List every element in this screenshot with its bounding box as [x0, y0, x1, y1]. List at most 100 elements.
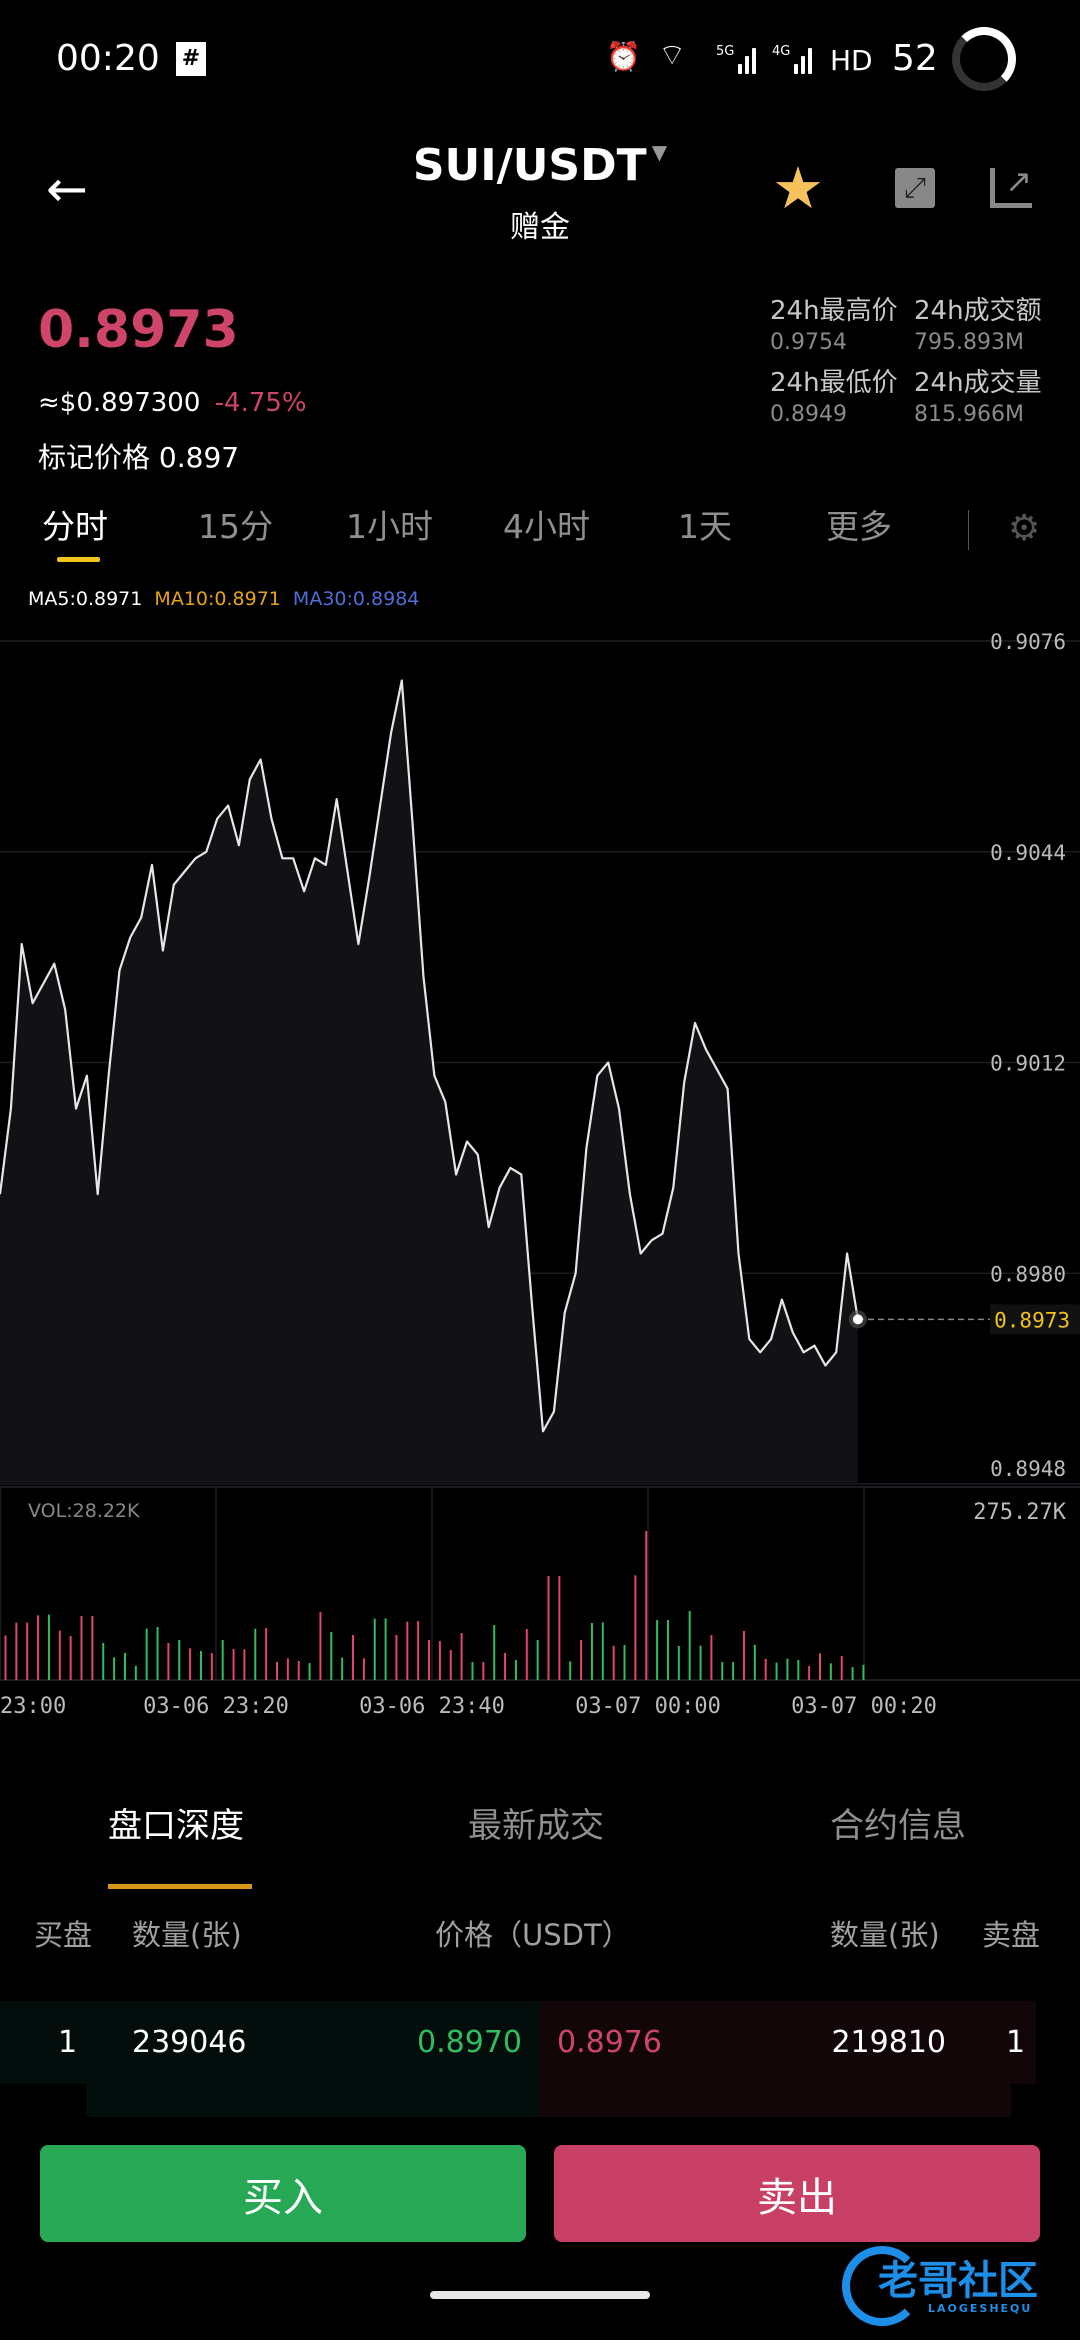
- watermark-logo: 老哥社区 LAOGESHEQU: [842, 2240, 1072, 2330]
- volume-bar: [232, 1648, 235, 1680]
- volume-bar: [764, 1658, 767, 1680]
- tab-1h[interactable]: 1小时: [346, 507, 433, 546]
- volume-bar: [580, 1639, 583, 1680]
- volume-bar: [330, 1631, 333, 1680]
- y-tick-label: 0.8948: [990, 1457, 1066, 1481]
- volume-bar: [362, 1658, 365, 1680]
- home-indicator[interactable]: [430, 2291, 650, 2299]
- status-time: 00:20: [56, 38, 160, 79]
- price-change: -4.75%: [214, 388, 307, 418]
- volume-bar: [47, 1614, 50, 1680]
- pair-subtitle: 赠金: [510, 210, 570, 245]
- tab-more[interactable]: 更多: [826, 507, 892, 546]
- star-icon[interactable]: ★: [772, 154, 824, 222]
- header-price: 价格（USDT）: [435, 1918, 631, 1952]
- volume-bar: [677, 1646, 680, 1680]
- amount-label: 24h成交额: [914, 296, 1042, 326]
- volume-bar: [493, 1625, 496, 1680]
- x-tick-label: 03-06 23:40: [359, 1694, 505, 1719]
- high-value: 0.9754: [770, 330, 847, 355]
- volume-bar: [514, 1660, 517, 1680]
- back-arrow-icon[interactable]: ←: [46, 160, 88, 218]
- ask-price[interactable]: 0.8976: [557, 2025, 662, 2060]
- volume-bar: [732, 1661, 735, 1680]
- volume-bar: [80, 1616, 83, 1680]
- signal-4g-label: 4G: [772, 44, 791, 59]
- volume-bar: [341, 1657, 344, 1680]
- pair-title: SUI/USDT: [412, 140, 647, 191]
- ask-depth-bar: [540, 2001, 1036, 2084]
- bid-depth-bar: [0, 2001, 540, 2084]
- fullscreen-icon[interactable]: ⤢: [895, 168, 935, 208]
- header-bid: 买盘: [34, 1918, 93, 1952]
- volume-bar: [819, 1653, 821, 1680]
- volume-bar: [373, 1618, 376, 1680]
- dropdown-caret-icon: ▼: [651, 140, 668, 164]
- signal-5g-label: 5G: [716, 44, 735, 59]
- mark-price-value: 0.897: [158, 441, 240, 474]
- volume-bar: [210, 1652, 213, 1680]
- volume-bar: [710, 1635, 713, 1680]
- amount-value: 795.893M: [914, 330, 1024, 355]
- usd-price: ≈$0.897300: [38, 388, 201, 418]
- volume-bar: [666, 1620, 669, 1680]
- header-ask: 卖盘: [982, 1918, 1041, 1952]
- last-price: 0.8973: [38, 300, 239, 360]
- dragon-logo-icon: [842, 2246, 922, 2326]
- volume-bar: [319, 1612, 322, 1680]
- tab-15m[interactable]: 15分: [198, 507, 273, 546]
- bid-price[interactable]: 0.8970: [417, 2025, 522, 2060]
- volume-bar: [471, 1661, 474, 1680]
- tab-contract-info[interactable]: 合约信息: [830, 1806, 966, 1846]
- volume-bar: [384, 1618, 387, 1680]
- volume-bar: [438, 1641, 441, 1680]
- bottom-tab-indicator: [108, 1884, 252, 1889]
- volume-bar: [243, 1649, 246, 1680]
- volume-bar: [395, 1635, 398, 1680]
- tab-indicator: [57, 557, 100, 562]
- bid-index: 1: [58, 2025, 78, 2060]
- share-icon[interactable]: ↗: [990, 165, 1032, 208]
- sell-button[interactable]: 卖出: [554, 2145, 1040, 2242]
- gear-icon[interactable]: ⚙: [1008, 508, 1041, 549]
- tab-1d[interactable]: 1天: [678, 507, 732, 546]
- ma5-value: MA5:0.8971: [28, 588, 143, 610]
- volume-bar: [352, 1635, 355, 1680]
- volume-bar: [26, 1622, 29, 1680]
- volume-bar: [58, 1630, 61, 1680]
- ask-qty[interactable]: 219810: [831, 2025, 946, 2060]
- volume-bar: [829, 1663, 832, 1680]
- volume-bar: [199, 1650, 202, 1680]
- volume-bar: [156, 1627, 159, 1680]
- volume-bar: [189, 1648, 192, 1680]
- low-value: 0.8949: [770, 402, 847, 427]
- tab-time-sharing[interactable]: 分时: [42, 507, 108, 546]
- hash-icon: #: [176, 42, 206, 76]
- alarm-icon: ⏰: [606, 40, 641, 73]
- low-label: 24h最低价: [770, 368, 898, 398]
- price-chart[interactable]: 0.9076 0.9044 0.9012 0.8980 0.8948 0.8973 23:0…: [0, 620, 1080, 1730]
- tab-4h[interactable]: 4小时: [503, 507, 590, 546]
- volume-bar: [145, 1628, 148, 1680]
- volume-bar: [460, 1633, 463, 1680]
- header-ask-qty: 数量(张): [830, 1918, 940, 1952]
- volume-bar: [4, 1635, 7, 1680]
- volume-bar: [590, 1623, 593, 1680]
- volume-bar: [113, 1657, 116, 1680]
- volume-bar: [808, 1665, 811, 1680]
- y-tick-label: 0.9044: [990, 841, 1066, 865]
- volume-bar: [37, 1615, 40, 1680]
- volume-bar: [786, 1658, 789, 1680]
- tab-depth[interactable]: 盘口深度: [108, 1806, 244, 1846]
- volume-bar: [178, 1639, 181, 1680]
- pair-selector[interactable]: SUI/USDT ▼: [0, 140, 1080, 191]
- volume-value: 815.966M: [914, 402, 1024, 427]
- volume-bar: [840, 1656, 843, 1680]
- volume-bar: [406, 1621, 409, 1680]
- volume-bar: [601, 1622, 604, 1680]
- buy-button[interactable]: 买入: [40, 2145, 526, 2242]
- bid-qty[interactable]: 239046: [132, 2025, 247, 2060]
- volume-bar: [645, 1531, 648, 1680]
- tab-latest-trades[interactable]: 最新成交: [468, 1806, 604, 1846]
- volume-bar: [482, 1661, 485, 1680]
